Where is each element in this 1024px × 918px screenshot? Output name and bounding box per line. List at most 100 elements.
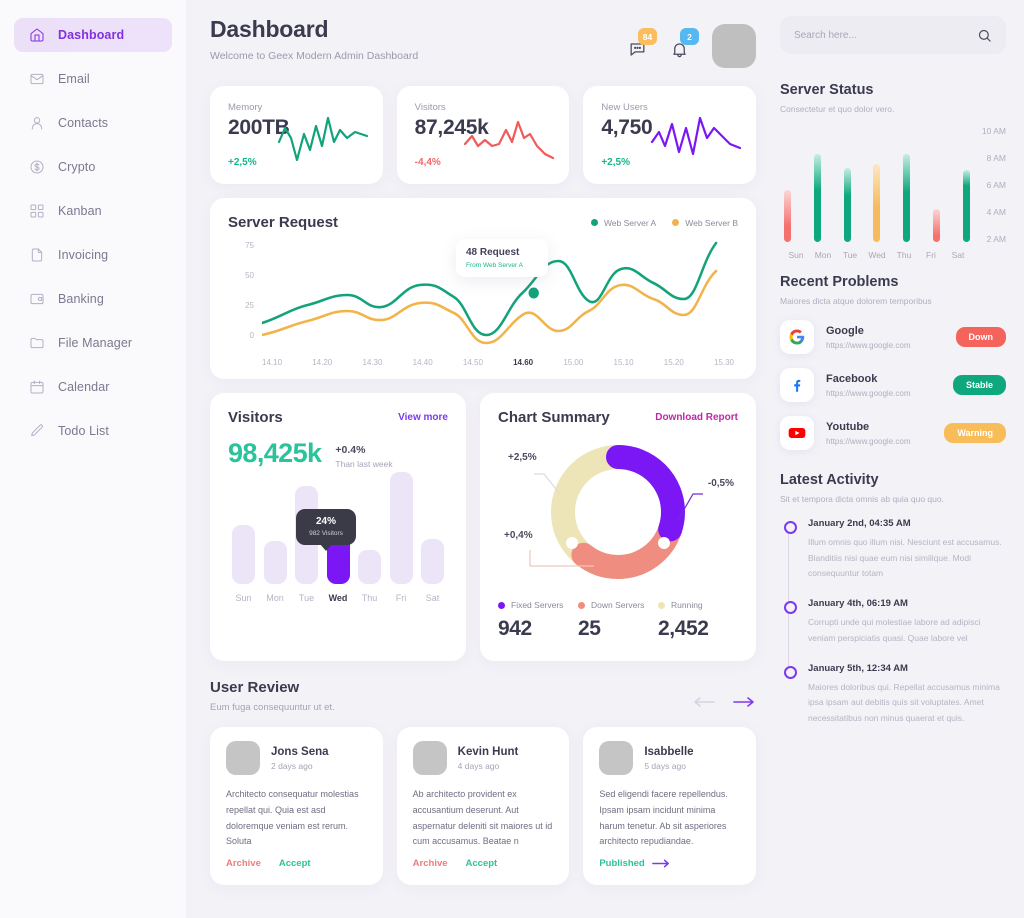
archive-button[interactable]: Archive: [412, 858, 448, 869]
sidebar-item-file-manager[interactable]: File Manager: [14, 326, 172, 360]
stat-value: 200TB: [228, 116, 290, 139]
bar-column[interactable]: Thu: [358, 550, 381, 603]
youtube-icon: [780, 416, 814, 450]
legend-label: Down Servers: [591, 600, 645, 610]
x-tick: 14.50: [462, 358, 483, 367]
bar-column[interactable]: Sun: [232, 525, 255, 603]
activity-text: Corrupti unde qui molestiae labore ad ad…: [808, 617, 981, 643]
problem-name: Youtube: [826, 420, 870, 433]
sidebar-item-invoicing[interactable]: Invoicing: [14, 238, 172, 272]
problem-row[interactable]: Facebook https://www.google.com Stable: [780, 368, 1006, 402]
page-subtitle: Welcome to Geex Modern Admin Dashboard: [210, 50, 419, 62]
timeline-item: January 5th, 12:34 AM Maiores doloribus …: [784, 663, 1006, 743]
sidebar-item-contacts[interactable]: Contacts: [14, 106, 172, 140]
legend-dot: [658, 601, 665, 609]
notifications-button[interactable]: 2: [670, 28, 699, 59]
arrow-right-icon: [651, 859, 669, 868]
status-bar-column: [933, 209, 941, 242]
stat-cards: Memory 200TB +2,5% Visitors 87,245k -4,4…: [210, 86, 757, 184]
bar-column[interactable]: Fri: [389, 472, 413, 603]
search-input[interactable]: [794, 29, 964, 41]
sidebar-item-todo-list[interactable]: Todo List: [14, 414, 172, 448]
legend-item: Fixed Servers: [498, 600, 578, 610]
visitors-delta-note: Than last week: [335, 459, 393, 469]
bar: [421, 539, 444, 584]
server-status-bars: [780, 132, 1006, 242]
review-text: Ab architecto provident ex accusantium d…: [412, 789, 553, 847]
summary-value: 25: [578, 617, 601, 640]
avatar[interactable]: [712, 24, 756, 68]
bar-column[interactable]: Mon: [263, 541, 287, 603]
donut-chart: +2,5% -0,5% +0,4%: [498, 432, 738, 592]
search-bar[interactable]: [780, 16, 1006, 54]
stat-value: 4,750: [601, 116, 653, 139]
status-bar: [962, 170, 970, 242]
problem-row[interactable]: Google https://www.google.com Down: [780, 320, 1006, 354]
stat-card-visitors: Visitors 87,245k -4,4%: [396, 86, 570, 184]
summary-column: Down Servers 25: [578, 600, 658, 641]
arrow-left-icon[interactable]: [692, 695, 716, 709]
google-icon: [780, 320, 814, 354]
visitors-title: Visitors: [228, 409, 283, 426]
user-review-subtitle: Eum fuga consequuntur ut et.: [210, 702, 335, 713]
sidebar-item-label: Email: [58, 72, 90, 86]
latest-activity-title: Latest Activity: [780, 472, 879, 488]
messages-button[interactable]: 84: [628, 28, 657, 59]
tooltip-subtitle: From Web Server A: [466, 262, 523, 269]
server-status-title: Server Status: [780, 82, 874, 98]
sidebar-item-banking[interactable]: Banking: [14, 282, 172, 316]
x-tick: Thu: [896, 250, 912, 260]
legend-dot: [590, 219, 598, 226]
bank-icon: [28, 291, 45, 308]
server-status-y-axis: 10 AM 8 AM 6 AM 4 AM 2 AM: [981, 126, 1006, 244]
arrow-right-icon[interactable]: [732, 695, 756, 709]
status-badge: Warning: [944, 423, 1006, 443]
review-name: Jons Sena: [271, 745, 329, 758]
sidebar-item-calendar[interactable]: Calendar: [14, 370, 172, 404]
notifications-badge: 2: [680, 28, 699, 45]
view-more-link[interactable]: View more: [398, 412, 448, 423]
visitors-card: Visitors View more 98,425k +0.4% Than la…: [210, 393, 466, 661]
review-actions: Published: [599, 858, 740, 869]
facebook-icon: [780, 368, 814, 402]
sidebar-item-crypto[interactable]: Crypto: [14, 150, 172, 184]
search-icon[interactable]: [977, 28, 992, 43]
server-request-lines: [262, 241, 718, 345]
review-card: Isabbelle 5 days ago Sed eligendi facere…: [583, 727, 757, 885]
sidebar-item-label: File Manager: [58, 336, 133, 350]
published-button[interactable]: Published: [599, 858, 669, 869]
top-actions: 84 2: [628, 16, 756, 68]
review-cards: Jons Sena 2 days ago Architecto consequa…: [210, 727, 757, 885]
status-bar-column: [813, 154, 821, 242]
recent-problems-section: Recent Problems Maiores dicta atque dolo…: [780, 274, 1006, 450]
activity-timeline: January 2nd, 04:35 AM Illum omnis quo il…: [780, 518, 1006, 743]
review-time: 4 days ago: [457, 760, 500, 771]
stat-delta: +2,5%: [601, 157, 630, 168]
accept-button[interactable]: Accept: [278, 858, 311, 869]
bar-column[interactable]: Sat: [421, 539, 444, 603]
chart-summary-header: Chart Summary Download Report: [498, 409, 738, 426]
bar: [263, 541, 287, 584]
x-tick: Wed: [868, 250, 886, 260]
sidebar-item-dashboard[interactable]: Dashboard: [14, 18, 172, 52]
legend-dot: [498, 601, 505, 609]
user-review-title: User Review: [210, 679, 300, 696]
download-report-link[interactable]: Download Report: [655, 412, 738, 423]
accept-button[interactable]: Accept: [465, 858, 498, 869]
sidebar-item-kanban[interactable]: Kanban: [14, 194, 172, 228]
status-badge: Stable: [952, 375, 1006, 395]
review-header: Isabbelle 5 days ago: [599, 741, 740, 775]
stat-label: Memory: [228, 102, 263, 113]
archive-button[interactable]: Archive: [226, 858, 261, 869]
problem-row[interactable]: Youtube https://www.google.com Warning: [780, 416, 1006, 450]
avatar: [412, 741, 447, 775]
server-request-title: Server Request: [228, 214, 339, 231]
server-status-subtitle: Consectetur et quo dolor vero.: [780, 104, 895, 114]
visitors-delta-group: +0.4% Than last week: [335, 444, 392, 469]
sidebar-item-email[interactable]: Email: [14, 62, 172, 96]
x-tick: 15.20: [663, 358, 684, 367]
bar-label: Tue: [298, 593, 315, 603]
calendar-icon: [28, 379, 45, 396]
avatar: [226, 741, 260, 775]
user-icon: [28, 115, 45, 132]
